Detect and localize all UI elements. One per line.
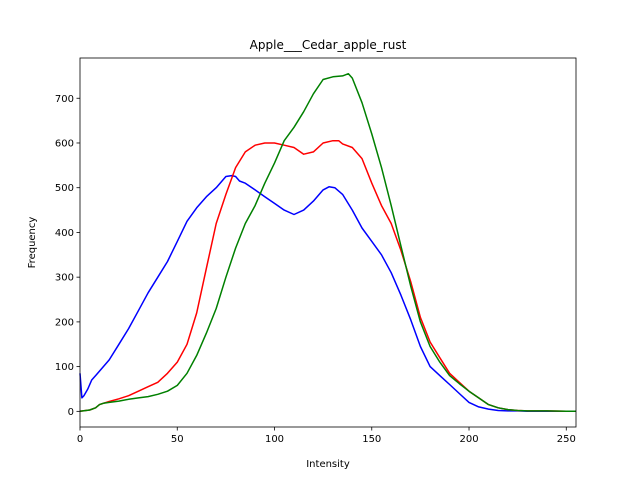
y-tick-label: 300 xyxy=(55,273,74,284)
x-axis: 0 50 100 150 200 250 xyxy=(77,427,576,445)
y-tick-label: 400 xyxy=(55,228,74,239)
y-tick-label: 500 xyxy=(55,183,74,194)
y-tick-label: 700 xyxy=(55,94,74,105)
series-line-red xyxy=(79,139,576,413)
x-tick-label: 200 xyxy=(459,434,478,445)
y-tick-label: 200 xyxy=(55,317,74,328)
y-tick-label: 100 xyxy=(55,362,74,373)
series-line-green xyxy=(79,72,576,413)
x-tick-label: 250 xyxy=(557,434,576,445)
series-layer xyxy=(79,72,576,413)
series-line-blue xyxy=(79,174,576,413)
x-tick-label: 0 xyxy=(77,434,83,445)
x-tick-label: 100 xyxy=(265,434,284,445)
x-tick-label: 50 xyxy=(171,434,184,445)
y-axis: 0 100 200 300 400 500 600 700 xyxy=(55,94,80,418)
plot-frame xyxy=(79,57,577,428)
x-tick-label: 150 xyxy=(362,434,381,445)
y-axis-label: Frequency xyxy=(27,217,38,269)
y-tick-label: 600 xyxy=(55,138,74,149)
x-axis-label: Intensity xyxy=(306,459,350,470)
chart-title: Apple___Cedar_apple_rust xyxy=(250,38,407,52)
y-tick-label: 0 xyxy=(68,407,74,418)
